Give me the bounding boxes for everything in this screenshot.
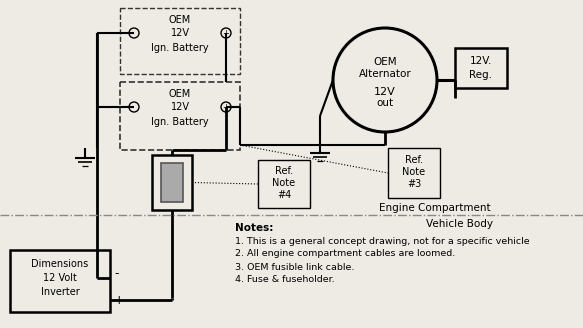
Text: OEM: OEM — [169, 15, 191, 25]
Text: #3: #3 — [407, 179, 421, 189]
Text: 12V.: 12V. — [470, 56, 492, 66]
Text: 12 Volt: 12 Volt — [43, 273, 77, 283]
Text: #4: #4 — [277, 190, 291, 200]
Text: OEM: OEM — [373, 57, 397, 67]
Text: -: - — [114, 268, 118, 280]
Bar — [455, 48, 507, 88]
Text: OEM: OEM — [169, 89, 191, 99]
Text: 4. Fuse & fuseholder.: 4. Fuse & fuseholder. — [235, 276, 335, 284]
Bar — [388, 148, 440, 198]
Text: Inverter: Inverter — [41, 287, 79, 297]
Text: Notes:: Notes: — [235, 223, 273, 233]
Bar — [10, 250, 110, 312]
Text: Engine Compartment: Engine Compartment — [379, 203, 491, 213]
Text: Reg.: Reg. — [469, 70, 493, 80]
Text: 3. OEM fusible link cable.: 3. OEM fusible link cable. — [235, 262, 354, 272]
Text: 12V: 12V — [374, 87, 396, 97]
Text: +: + — [223, 29, 230, 37]
Text: Ign. Battery: Ign. Battery — [151, 117, 209, 127]
Bar — [258, 160, 310, 208]
Text: Ref.: Ref. — [405, 155, 423, 165]
Bar — [152, 155, 192, 210]
Text: +: + — [223, 102, 230, 112]
Text: Vehicle Body: Vehicle Body — [427, 219, 493, 229]
Text: +: + — [114, 294, 125, 306]
Bar — [120, 8, 240, 74]
Text: Alternator: Alternator — [359, 69, 412, 79]
Text: 2. All engine compartment cables are loomed.: 2. All engine compartment cables are loo… — [235, 250, 455, 258]
Text: Dimensions: Dimensions — [31, 259, 89, 269]
Text: 1. This is a general concept drawing, not for a specific vehicle: 1. This is a general concept drawing, no… — [235, 236, 529, 245]
Text: Ref.: Ref. — [275, 166, 293, 176]
Text: 12V: 12V — [170, 102, 189, 112]
Bar — [161, 163, 183, 202]
Bar — [120, 82, 240, 150]
Text: Note: Note — [272, 178, 296, 188]
Text: 12V: 12V — [170, 28, 189, 38]
Text: Note: Note — [402, 167, 426, 177]
Text: Ign. Battery: Ign. Battery — [151, 43, 209, 53]
Text: out: out — [377, 98, 394, 108]
